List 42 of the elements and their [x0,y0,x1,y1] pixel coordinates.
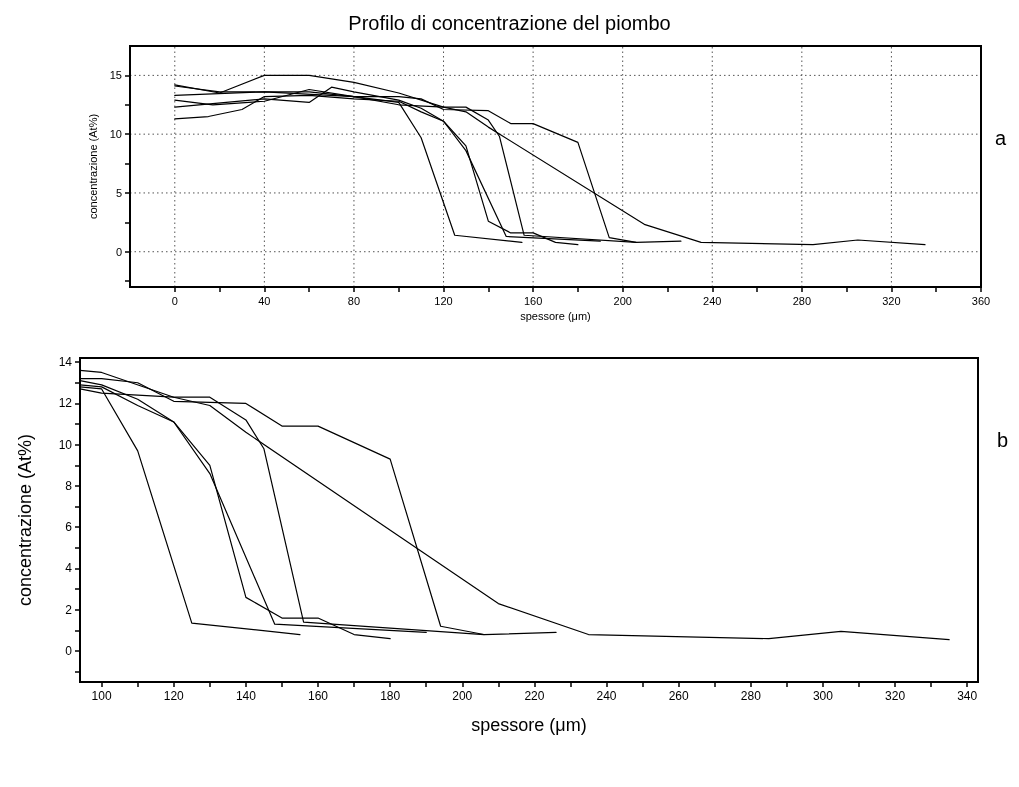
y-tick-label: 10 [109,128,122,141]
x-tick-label: 240 [596,689,617,703]
x-tick-label: 300 [812,689,834,703]
x-axis-title: spessore (μm) [471,715,587,735]
y-tick-label: 15 [109,69,122,82]
chart-title: Profilo di concentrazione del piombo [348,12,671,34]
x-tick-label: 140 [235,689,257,703]
y-tick-label: 5 [115,186,122,199]
x-tick-label: 260 [668,689,689,703]
y-tick-label: 0 [65,644,73,659]
x-tick-label: 0 [171,294,178,307]
y-tick-label: 12 [58,396,73,411]
x-axis-title: spessore (μm) [520,310,591,323]
text: b [997,429,1009,451]
x-tick-label: 220 [524,689,545,703]
y-tick-label: 2 [65,602,73,617]
y-tick-label: 10 [58,437,73,452]
x-tick-label: 100 [91,689,112,703]
x-tick-label: 160 [523,294,543,307]
y-tick-label: 0 [115,245,122,258]
text: a [995,127,1007,149]
x-tick-label: 240 [703,294,722,307]
x-tick-label: 320 [882,294,901,307]
x-tick-label: 280 [740,689,762,703]
x-tick-label: 80 [347,294,361,307]
y-tick-label: 8 [65,478,73,493]
x-tick-label: 200 [452,689,473,703]
x-tick-label: 200 [613,294,632,307]
x-tick-label: 340 [957,689,978,703]
x-tick-label: 280 [792,294,812,307]
y-tick-label: 14 [58,355,73,370]
x-tick-label: 40 [258,294,271,307]
x-tick-label: 120 [434,294,453,307]
x-tick-label: 160 [308,689,329,703]
x-tick-label: 320 [885,689,906,703]
x-tick-label: 180 [380,689,401,703]
y-axis-title: concentrazione (At%) [87,113,100,220]
y-axis-title: concentrazione (At%) [15,433,35,607]
y-tick-label: 6 [65,520,73,535]
x-tick-label: 120 [163,689,185,703]
y-tick-label: 4 [65,561,73,576]
x-tick-label: 360 [971,294,991,307]
